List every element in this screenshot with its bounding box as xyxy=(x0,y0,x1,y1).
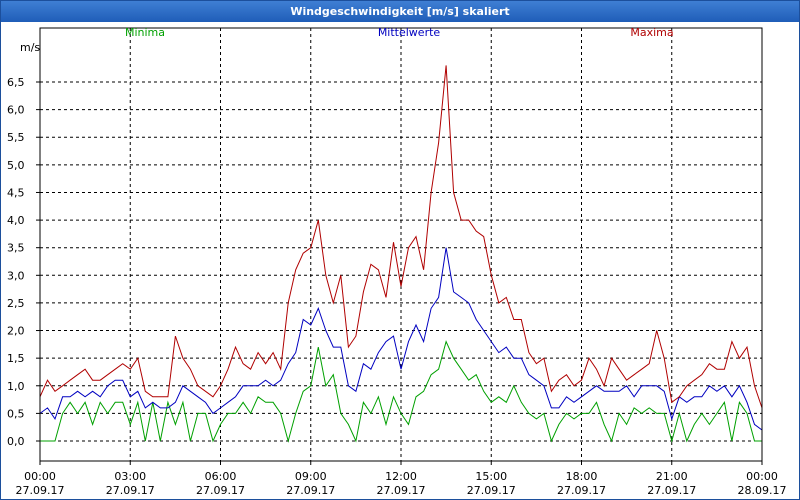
x-tick-time: 18:00 xyxy=(566,470,598,483)
x-axis-ticks: 00:0027.09.1703:0027.09.1706:0027.09.170… xyxy=(16,461,787,497)
y-tick-label: 4,0 xyxy=(7,214,25,227)
x-tick-time: 00:00 xyxy=(24,470,56,483)
series-line-mittelwerte xyxy=(39,247,763,431)
y-tick-label: 1,5 xyxy=(7,352,25,365)
legend-maxima: Maxima xyxy=(630,26,673,39)
x-tick-time: 00:00 xyxy=(746,470,778,483)
x-tick-time: 06:00 xyxy=(205,470,237,483)
x-tick-date: 27.09.17 xyxy=(286,484,335,497)
x-tick-date: 27.09.17 xyxy=(647,484,696,497)
y-tick-label: 4,5 xyxy=(7,186,25,199)
series-line-minima xyxy=(40,340,762,443)
grid-lines xyxy=(40,28,762,461)
y-tick-label: 2,5 xyxy=(7,297,25,310)
x-tick-date: 28.09.17 xyxy=(738,484,787,497)
y-tick-label: 6,5 xyxy=(7,76,25,89)
x-tick-time: 12:00 xyxy=(385,470,417,483)
series-line-maxima xyxy=(39,65,763,409)
y-tick-label: 6,0 xyxy=(7,104,25,117)
x-tick-date: 27.09.17 xyxy=(16,484,65,497)
y-tick-label: 3,0 xyxy=(7,269,25,282)
legend: Minima Mittelwerte Maxima xyxy=(125,26,674,39)
y-axis-ticks: 0,0 0,5 1,0 1,5 2,0 2,5 3,0 3,5 4,0 4,5 5,0 5,5 6,0 6… xyxy=(7,76,40,448)
series-lines xyxy=(39,65,763,443)
x-tick-date: 27.09.17 xyxy=(106,484,155,497)
y-tick-label: 0,5 xyxy=(7,407,25,420)
x-tick-time: 21:00 xyxy=(656,470,688,483)
x-tick-date: 27.09.17 xyxy=(557,484,606,497)
x-tick-time: 15:00 xyxy=(475,470,507,483)
x-tick-time: 09:00 xyxy=(295,470,327,483)
plot-area xyxy=(39,27,763,462)
y-tick-label: 0,0 xyxy=(7,435,25,448)
y-tick-label: 3,5 xyxy=(7,242,25,255)
legend-mittelwerte: Mittelwerte xyxy=(378,26,441,39)
legend-minima: Minima xyxy=(125,26,165,39)
y-tick-label: 1,0 xyxy=(7,380,25,393)
y-tick-label: 5,0 xyxy=(7,159,25,172)
x-tick-date: 27.09.17 xyxy=(467,484,516,497)
x-tick-date: 27.09.17 xyxy=(377,484,426,497)
y-tick-label: 2,0 xyxy=(7,325,25,338)
y-axis-label: m/s xyxy=(20,41,40,54)
x-tick-time: 03:00 xyxy=(114,470,146,483)
x-tick-date: 27.09.17 xyxy=(196,484,245,497)
window-title: Windgeschwindigkeit [m/s] skaliert xyxy=(1,1,799,22)
y-tick-label: 5,5 xyxy=(7,131,25,144)
